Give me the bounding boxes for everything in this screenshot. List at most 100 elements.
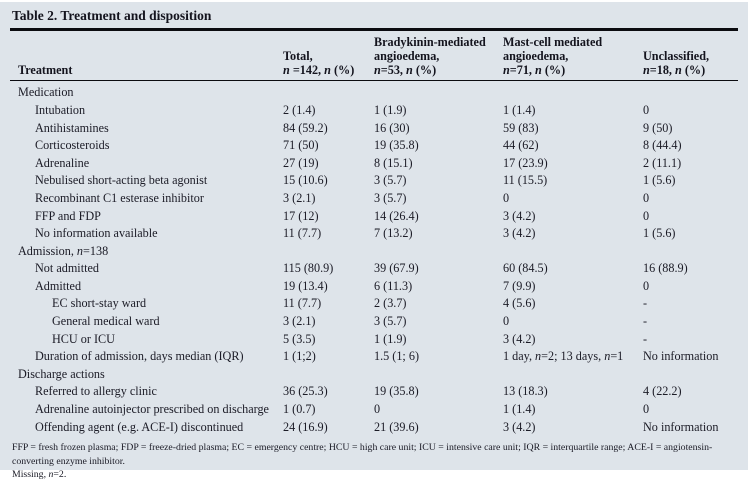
cell-value: 3 (4.2) [503,226,536,241]
cell-value: 17 (12) [283,208,319,223]
row-label: General medical ward [52,314,160,329]
cell-value: 5 (3.5) [283,331,316,346]
cell-value: 19 (13.4) [283,278,328,293]
cell-value: 7 (9.9) [503,278,536,293]
cell-value: 11 (7.7) [283,296,322,311]
table-row: Corticosteroids 71 (50) 19 (35.8) 44 (62) 8 … [10,137,738,155]
table-row: No information available 11 (7.7) 7 (13.2)… [10,225,738,243]
cell-value: - [643,314,648,329]
table-row: Recombinant C1 esterase inhibitor 3 (2.1)… [10,190,738,208]
cell-value [374,242,503,260]
column-header-mast-cell: Mast-cell mediated angioedema, n=71, n (… [503,31,643,82]
row-label: Antihistamines [35,120,109,135]
cell-value: 39 (67.9) [374,261,419,276]
table-row: Antihistamines 84 (59.2) 16 (30) 59 (83) 9 (… [10,119,738,137]
row-label: Duration of admission, days median (IQR) [35,349,244,364]
cell-value: 1 day, n=2; 13 days, n=1 [503,349,624,364]
row-label: HCU or ICU [52,331,115,346]
cell-value: 4 (22.2) [643,384,682,399]
cell-value: 8 (44.4) [643,138,682,153]
table-row: General medical ward 3 (2.1) 3 (5.7) 0 - [10,313,738,331]
cell-value: 0 [503,190,510,205]
cell-value [283,81,374,102]
table-row: Adrenaline autoinjector prescribed on di… [10,401,738,419]
cell-value: 0 [503,314,510,329]
cell-value: - [643,331,648,346]
table-body: Medication Intubation 2 (1.4) 1 (1.9) 1 (1.4… [10,81,738,436]
column-header-bradykinin: Bradykinin-mediated angioedema, n=53, n … [374,31,503,82]
table-row: Nebulised short-acting beta agonist 15 (1… [10,172,738,190]
row-label: EC short-stay ward [52,296,147,311]
cell-value: 0 [643,402,650,417]
cell-value: 7 (13.2) [374,226,413,241]
cell-value [503,242,643,260]
cell-value: 11 (7.7) [283,226,322,241]
cell-value: 1 (1.9) [374,331,407,346]
cell-value: 13 (18.3) [503,384,548,399]
cell-value: - [643,296,648,311]
table-row: Intubation 2 (1.4) 1 (1.9) 1 (1.4) 0 [10,102,738,120]
table-row: Adrenaline 27 (19) 8 (15.1) 17 (23.9) 2 (11.… [10,154,738,172]
cell-value: 3 (5.7) [374,190,407,205]
row-label: Corticosteroids [35,138,110,153]
cell-value: 16 (88.9) [643,261,688,276]
cell-value: 1 (5.6) [643,226,676,241]
cell-value: 3 (2.1) [283,190,316,205]
cell-value: 24 (16.9) [283,419,328,434]
cell-value [503,365,643,383]
cell-value: 19 (35.8) [374,384,419,399]
row-label: Medication [18,85,74,100]
cell-value: 2 (1.4) [283,102,316,117]
cell-value [374,365,503,383]
cell-value: 1 (1;2) [283,349,316,364]
cell-value: 3 (4.2) [503,331,536,346]
row-label: Adrenaline [35,155,90,170]
table-row: EC short-stay ward 11 (7.7) 2 (3.7) 4 (5.6)… [10,295,738,313]
section-row: Admission, n=138 [10,242,738,260]
cell-value: 3 (4.2) [503,419,536,434]
cell-value: 21 (39.6) [374,419,419,434]
cell-value [283,242,374,260]
footnote-missing: Missing, n=2. [12,469,67,481]
cell-value: 19 (35.8) [374,138,419,153]
cell-value: 71 (50) [283,138,319,153]
cell-value: 9 (50) [643,120,673,135]
row-label: No information available [35,226,158,241]
cell-value: 2 (11.1) [643,155,682,170]
row-label: Adrenaline autoinjector prescribed on di… [35,402,269,417]
cell-value: No information [643,419,719,434]
cell-value [283,365,374,383]
column-header-treatment: Treatment [10,31,283,82]
table-title: Table 2. Treatment and disposition [12,8,212,23]
row-label: Offending agent (e.g. ACE-I) discontinue… [35,419,244,434]
cell-value: 1 (0.7) [283,402,316,417]
table-row: Duration of admission, days median (IQR)… [10,348,738,366]
header-row: Treatment Total, n =142, n (%) Bradykini… [10,31,738,82]
cell-value: 4 (5.6) [503,296,536,311]
cell-value: 0 [643,208,650,223]
cell-value: 27 (19) [283,155,319,170]
cell-value [374,81,503,102]
cell-value: 36 (25.3) [283,384,328,399]
column-header-total: Total, n =142, n (%) [283,31,374,82]
table-row: Admitted 19 (13.4) 6 (11.3) 7 (9.9) 0 [10,277,738,295]
cell-value: 2 (3.7) [374,296,407,311]
cell-value: 14 (26.4) [374,208,419,223]
table-row: FFP and FDP 17 (12) 14 (26.4) 3 (4.2) 0 [10,207,738,225]
cell-value: 60 (84.5) [503,261,548,276]
cell-value: 3 (2.1) [283,314,316,329]
cell-value: 3 (5.7) [374,173,407,188]
row-label: Not admitted [35,261,99,276]
cell-value: 8 (15.1) [374,155,413,170]
cell-value: 6 (11.3) [374,278,413,293]
cell-value: 115 (80.9) [283,261,334,276]
cell-value: 17 (23.9) [503,155,548,170]
row-label: Intubation [35,102,86,117]
footnote: FFP = fresh frozen plasma; FDP = freeze-… [10,441,738,482]
row-label: Admitted [35,278,82,293]
cell-value: 44 (62) [503,138,539,153]
table-row: HCU or ICU 5 (3.5) 1 (1.9) 3 (4.2) - [10,330,738,348]
cell-value: No information [643,349,719,364]
section-row: Discharge actions [10,365,738,383]
